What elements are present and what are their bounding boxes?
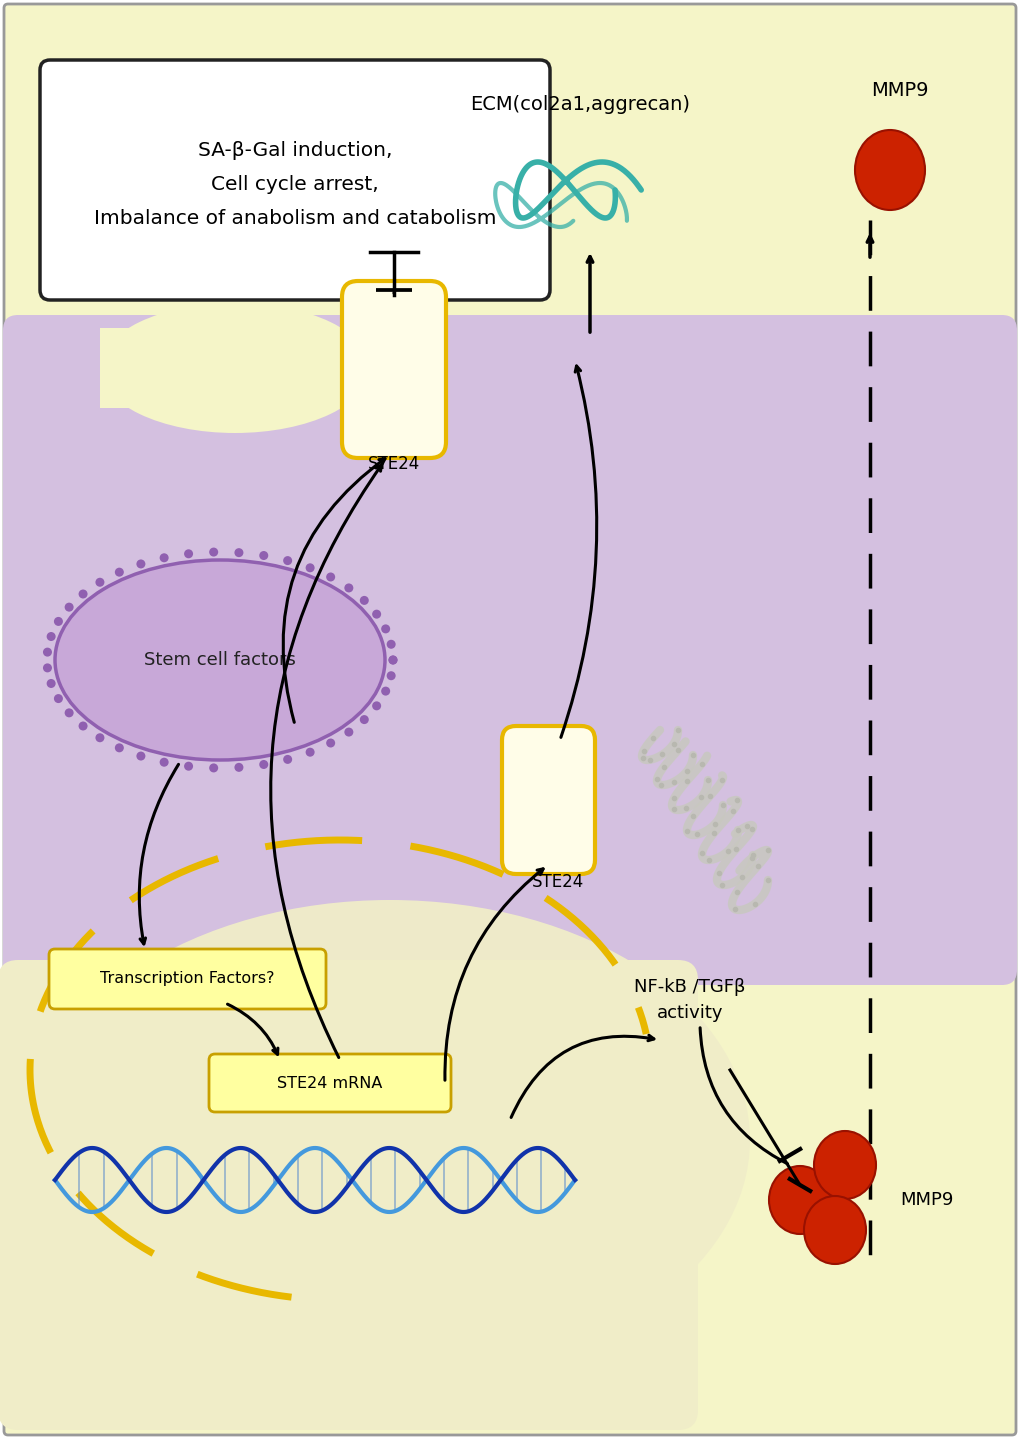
Ellipse shape [137, 751, 146, 761]
Ellipse shape [96, 734, 104, 743]
Ellipse shape [64, 708, 73, 718]
FancyBboxPatch shape [209, 1053, 450, 1112]
Ellipse shape [283, 555, 291, 566]
Ellipse shape [386, 671, 395, 681]
Ellipse shape [372, 610, 381, 619]
Ellipse shape [96, 577, 104, 587]
Text: NF-kB /TGFβ
activity: NF-kB /TGFβ activity [634, 977, 745, 1022]
Text: ECM(col2a1,aggrecan): ECM(col2a1,aggrecan) [470, 95, 689, 115]
Ellipse shape [854, 130, 924, 210]
FancyBboxPatch shape [0, 960, 697, 1430]
Ellipse shape [344, 728, 353, 737]
Ellipse shape [183, 550, 193, 558]
Ellipse shape [360, 715, 369, 724]
Ellipse shape [43, 648, 52, 656]
Text: Transcription Factors?: Transcription Factors? [100, 971, 274, 987]
FancyBboxPatch shape [49, 948, 326, 1009]
Ellipse shape [209, 764, 218, 773]
Ellipse shape [386, 640, 395, 649]
Ellipse shape [326, 573, 335, 581]
Ellipse shape [160, 758, 168, 767]
Ellipse shape [54, 617, 63, 626]
Ellipse shape [388, 656, 397, 665]
Text: STE24: STE24 [531, 873, 584, 891]
Text: MMP9: MMP9 [870, 81, 928, 99]
Ellipse shape [115, 567, 123, 577]
Ellipse shape [78, 590, 88, 599]
Ellipse shape [360, 596, 369, 604]
Ellipse shape [234, 548, 244, 557]
Ellipse shape [183, 761, 193, 771]
FancyBboxPatch shape [100, 328, 370, 409]
Text: STE24: STE24 [368, 455, 420, 473]
Ellipse shape [54, 694, 63, 704]
Ellipse shape [813, 1131, 875, 1199]
Ellipse shape [306, 748, 314, 757]
Ellipse shape [160, 553, 168, 563]
Ellipse shape [55, 560, 384, 760]
Ellipse shape [259, 551, 268, 560]
Ellipse shape [803, 1196, 865, 1263]
FancyBboxPatch shape [341, 281, 445, 458]
Ellipse shape [372, 701, 381, 711]
Text: SA-β-Gal induction,
Cell cycle arrest,
Imbalance of anabolism and catabolism: SA-β-Gal induction, Cell cycle arrest, I… [94, 141, 496, 229]
Text: STE24 mRNA: STE24 mRNA [277, 1075, 382, 1091]
Ellipse shape [43, 663, 52, 672]
Ellipse shape [234, 763, 244, 771]
Ellipse shape [259, 760, 268, 768]
Ellipse shape [137, 560, 146, 568]
Ellipse shape [100, 304, 370, 433]
Text: MMP9: MMP9 [899, 1191, 953, 1209]
Ellipse shape [115, 744, 123, 753]
Ellipse shape [47, 632, 56, 640]
Ellipse shape [64, 603, 73, 612]
Ellipse shape [78, 721, 88, 731]
Ellipse shape [326, 738, 335, 747]
Ellipse shape [381, 686, 390, 695]
Ellipse shape [388, 656, 397, 665]
Ellipse shape [209, 548, 218, 557]
Ellipse shape [30, 899, 749, 1380]
Ellipse shape [344, 583, 353, 593]
FancyBboxPatch shape [3, 315, 1016, 986]
Text: Stem cell factors: Stem cell factors [144, 650, 296, 669]
Ellipse shape [768, 1166, 830, 1235]
FancyBboxPatch shape [501, 727, 594, 873]
FancyBboxPatch shape [4, 4, 1015, 1435]
Ellipse shape [283, 755, 291, 764]
FancyBboxPatch shape [40, 60, 549, 299]
Ellipse shape [306, 563, 314, 573]
Ellipse shape [381, 625, 390, 633]
Ellipse shape [47, 679, 56, 688]
